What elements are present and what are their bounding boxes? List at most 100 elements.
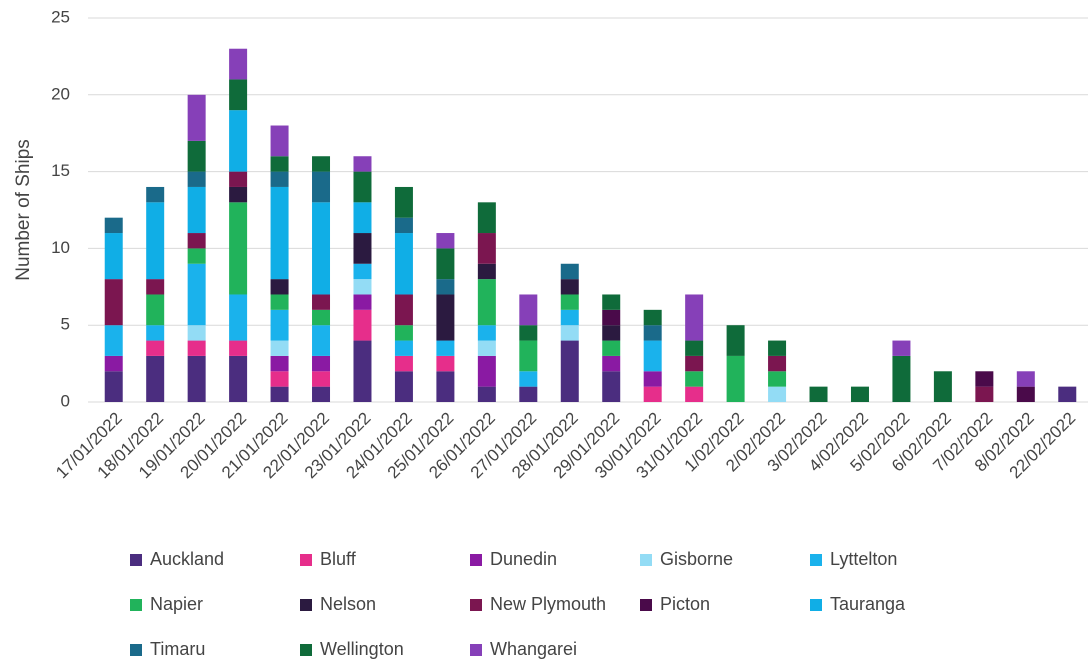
bar-segment <box>436 248 455 280</box>
legend-swatch <box>810 554 822 566</box>
bar-segment <box>229 355 248 402</box>
legend-label: New Plymouth <box>490 594 606 614</box>
bar-segment <box>477 340 496 356</box>
bar-segment <box>146 279 165 295</box>
legend-label: Whangarei <box>490 639 577 659</box>
bar-segment <box>975 371 994 387</box>
bar-segment <box>104 371 123 402</box>
legend-swatch <box>300 554 312 566</box>
bar-segment <box>1016 371 1035 387</box>
bar-segment <box>229 340 248 356</box>
bar-segment <box>560 340 579 402</box>
bar-segment <box>477 263 496 280</box>
legend-label: Napier <box>150 594 203 614</box>
bar-segment <box>187 263 206 326</box>
bar-segment <box>353 202 372 234</box>
bar-segment <box>602 355 621 372</box>
bar-segment <box>104 279 123 326</box>
bar-segment <box>270 186 289 280</box>
bar-segment <box>643 325 662 341</box>
bar-segment <box>312 386 331 402</box>
bar-segment <box>394 340 413 356</box>
bar-segment <box>187 171 206 187</box>
bar-segment <box>187 94 206 141</box>
legend-label: Wellington <box>320 639 404 659</box>
bar-segment <box>353 294 372 310</box>
legend-label: Picton <box>660 594 710 614</box>
bar-segment <box>353 309 372 341</box>
bar-segment <box>229 79 248 111</box>
bar-segment <box>726 355 745 402</box>
bar-segment <box>560 325 579 341</box>
bar-segment <box>560 294 579 310</box>
legend-swatch <box>640 599 652 611</box>
bar-segment <box>643 340 662 372</box>
bar-segment <box>1058 386 1077 402</box>
bar-segment <box>768 355 787 372</box>
bar-segment <box>602 325 621 341</box>
bar-segment <box>436 355 455 372</box>
bar-segment <box>187 355 206 402</box>
legend-swatch <box>130 644 142 656</box>
bar-segment <box>394 233 413 295</box>
bar-segment <box>104 355 123 372</box>
bar-segment <box>146 186 165 203</box>
bar-segment <box>270 386 289 402</box>
legend-swatch <box>640 554 652 566</box>
bar-segment <box>477 233 496 264</box>
bar-segment <box>602 340 621 356</box>
bar-segment <box>187 233 206 249</box>
bar-segment <box>270 156 289 172</box>
legend-label: Auckland <box>150 549 224 569</box>
bar-segment <box>353 279 372 295</box>
bar-segment <box>394 294 413 326</box>
bar-segment <box>187 186 206 234</box>
legend-label: Nelson <box>320 594 376 614</box>
bar-segment <box>685 294 704 341</box>
bar-segment <box>353 171 372 203</box>
bar-segment <box>187 340 206 356</box>
bar-segment <box>933 371 952 402</box>
bar-segment <box>394 355 413 372</box>
bar-segment <box>602 309 621 326</box>
bar-segment <box>892 355 911 402</box>
bar-segment <box>436 340 455 356</box>
bar-segment <box>519 325 538 341</box>
bar-segment <box>477 355 496 387</box>
legend-swatch <box>810 599 822 611</box>
legend-swatch <box>130 599 142 611</box>
legend-swatch <box>470 554 482 566</box>
bar-segment <box>312 325 331 356</box>
bar-segment <box>187 325 206 341</box>
bar-segment <box>809 386 828 402</box>
legend-swatch <box>300 599 312 611</box>
bar-segment <box>685 371 704 387</box>
bar-segment <box>643 386 662 402</box>
bar-segment <box>519 294 538 326</box>
bar-segment <box>560 309 579 326</box>
bar-segment <box>850 386 869 402</box>
legend-label: Timaru <box>150 639 205 659</box>
bar-segment <box>146 325 165 341</box>
bar-segment <box>270 309 289 341</box>
y-tick-label: 0 <box>61 391 70 410</box>
bar-segment <box>187 140 206 172</box>
bar-segment <box>146 355 165 402</box>
bar-segment <box>312 202 331 295</box>
bar-segment <box>685 386 704 402</box>
bar-segment <box>477 202 496 234</box>
bar-segment <box>312 371 331 387</box>
bar-segment <box>643 371 662 387</box>
bar-segment <box>312 294 331 310</box>
bar-segment <box>270 371 289 387</box>
bar-segment <box>353 233 372 264</box>
legend-swatch <box>470 599 482 611</box>
bar-segment <box>146 340 165 356</box>
bar-segment <box>436 371 455 402</box>
bar-segment <box>229 186 248 203</box>
bar-segment <box>312 171 331 203</box>
bar-segment <box>436 279 455 295</box>
y-tick-label: 5 <box>61 315 70 334</box>
bar-segment <box>229 171 248 187</box>
